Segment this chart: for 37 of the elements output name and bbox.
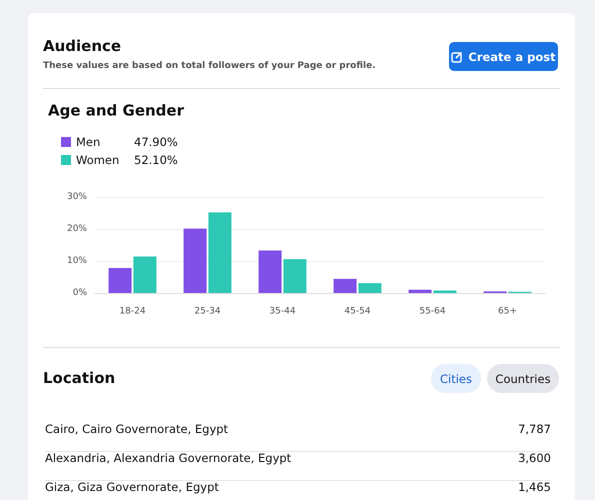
bar <box>133 256 156 293</box>
bar <box>108 268 132 293</box>
text: 3,600 <box>518 451 551 467</box>
text: These values are based on total followers of your Page or profile. <box>43 61 376 71</box>
legend-label: Men <box>76 135 100 149</box>
y-tick-label: 0% <box>72 288 88 298</box>
x-tick-label: 55-64 <box>419 306 446 316</box>
x-tick-label: 65+ <box>498 306 517 316</box>
x-tick-label: 18-24 <box>119 306 146 316</box>
text: Giza, Giza Governorate, Egypt <box>45 480 219 496</box>
text: 47.90% <box>134 135 178 149</box>
bar <box>408 290 432 293</box>
text: Audience <box>43 37 122 55</box>
bar <box>334 278 357 293</box>
text: 1,465 <box>518 480 551 496</box>
chart-title: Age and Gender <box>48 102 185 120</box>
text: Countries <box>487 364 559 393</box>
text: Cities <box>431 364 481 393</box>
text: 52.10% <box>134 153 178 167</box>
text: Create a post <box>468 50 556 64</box>
x-tick-label: 25-34 <box>194 306 221 316</box>
y-tick-label: 20% <box>66 224 88 234</box>
bar <box>208 212 232 293</box>
text: Location <box>43 369 116 387</box>
bar <box>184 228 207 293</box>
bar <box>258 250 282 293</box>
text: Cairo, Cairo Governorate, Egypt <box>45 422 228 438</box>
text: Alexandria, Alexandria Governorate, Egypt <box>45 451 292 467</box>
x-tick-label: 45-54 <box>344 306 371 316</box>
legend-label: Women <box>76 153 120 167</box>
bar <box>433 290 456 293</box>
text: 7,787 <box>518 422 551 438</box>
x-tick-label: 35-44 <box>269 306 296 316</box>
bar <box>358 283 382 293</box>
y-tick-label: 30% <box>66 192 88 202</box>
bar <box>283 259 306 293</box>
y-tick-label: 10% <box>66 256 88 266</box>
